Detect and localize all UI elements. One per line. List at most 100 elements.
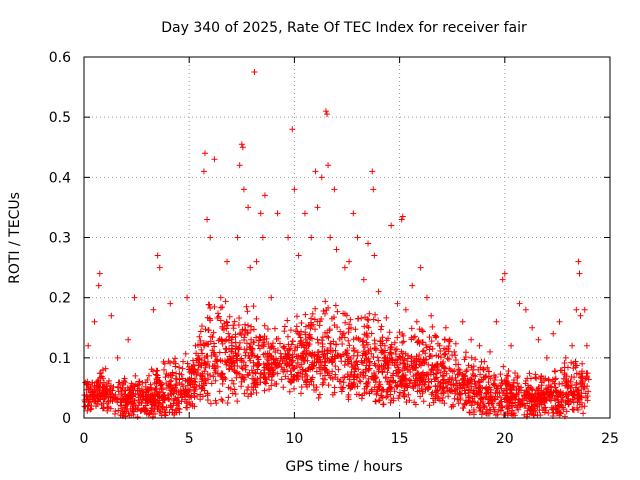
- y-tick-label: 0.3: [49, 231, 71, 247]
- data-point: [400, 338, 407, 345]
- data-point: [508, 342, 515, 349]
- data-point: [214, 314, 221, 321]
- data-point: [87, 406, 94, 413]
- data-point: [185, 398, 192, 405]
- data-point: [263, 376, 270, 383]
- data-point: [297, 334, 304, 341]
- data-point: [425, 379, 432, 386]
- data-point: [396, 389, 403, 396]
- data-point: [243, 340, 250, 347]
- data-point: [251, 69, 258, 76]
- data-point: [336, 336, 343, 343]
- data-point: [363, 339, 370, 346]
- data-point: [352, 365, 359, 372]
- data-point: [379, 386, 386, 393]
- data-point: [219, 323, 226, 330]
- data-point: [551, 395, 558, 402]
- data-point: [569, 342, 576, 349]
- data-point: [291, 377, 298, 384]
- data-point: [344, 356, 351, 363]
- data-point: [386, 329, 393, 336]
- data-point: [491, 408, 498, 415]
- data-point: [412, 401, 419, 408]
- data-point: [508, 410, 515, 417]
- data-point: [329, 376, 336, 383]
- data-point: [426, 334, 433, 341]
- data-point: [390, 397, 397, 404]
- data-point: [354, 349, 361, 356]
- data-point: [429, 323, 436, 330]
- data-point: [441, 400, 448, 407]
- data-point: [121, 375, 128, 382]
- data-point: [531, 402, 538, 409]
- data-point: [217, 304, 224, 311]
- data-point: [391, 388, 398, 395]
- data-point: [418, 385, 425, 392]
- data-point: [577, 312, 584, 319]
- data-point: [192, 342, 199, 349]
- data-point: [345, 337, 352, 344]
- data-point: [579, 360, 586, 367]
- data-point: [470, 406, 477, 413]
- data-point: [104, 380, 111, 387]
- data-point: [367, 346, 374, 353]
- data-point: [398, 216, 405, 223]
- data-point: [410, 360, 417, 367]
- data-point: [346, 321, 353, 328]
- data-point: [538, 373, 545, 380]
- data-point: [407, 368, 414, 375]
- data-point: [499, 390, 506, 397]
- data-point: [139, 379, 146, 386]
- data-point: [569, 391, 576, 398]
- data-point: [202, 326, 209, 333]
- data-point: [389, 356, 396, 363]
- data-point: [568, 359, 575, 366]
- data-point: [298, 384, 305, 391]
- data-point: [296, 364, 303, 371]
- data-point: [169, 387, 176, 394]
- data-point: [551, 380, 558, 387]
- data-point: [239, 144, 246, 151]
- data-point: [345, 391, 352, 398]
- data-point: [346, 258, 353, 265]
- data-point: [423, 371, 430, 378]
- x-tick-label: 20: [496, 431, 514, 447]
- data-point: [204, 341, 211, 348]
- data-point: [249, 350, 256, 357]
- data-point: [302, 354, 309, 361]
- data-point: [476, 342, 483, 349]
- x-tick-label: 5: [185, 431, 194, 447]
- data-point: [372, 311, 379, 318]
- data-point: [94, 378, 101, 385]
- data-point: [322, 329, 329, 336]
- data-point: [291, 186, 298, 193]
- data-point: [223, 346, 230, 353]
- data-point: [83, 396, 90, 403]
- data-point: [207, 305, 214, 312]
- data-point: [353, 374, 360, 381]
- data-point: [386, 351, 393, 358]
- data-point: [371, 337, 378, 344]
- data-point: [265, 340, 272, 347]
- data-point: [270, 371, 277, 378]
- data-point: [187, 377, 194, 384]
- data-point: [546, 393, 553, 400]
- data-point: [268, 294, 275, 301]
- data-point: [233, 352, 240, 359]
- data-point: [435, 395, 442, 402]
- data-point: [318, 174, 325, 181]
- data-point: [173, 370, 180, 377]
- data-point: [304, 340, 311, 346]
- data-point: [322, 108, 329, 115]
- data-point: [459, 318, 466, 325]
- data-point: [481, 403, 488, 410]
- data-point: [497, 399, 504, 406]
- data-point: [461, 400, 468, 407]
- data-point: [468, 377, 475, 384]
- data-point: [395, 395, 402, 402]
- data-point: [227, 385, 234, 392]
- data-point: [379, 334, 386, 341]
- data-point: [335, 366, 342, 373]
- data-point: [161, 406, 168, 413]
- data-point: [322, 298, 329, 305]
